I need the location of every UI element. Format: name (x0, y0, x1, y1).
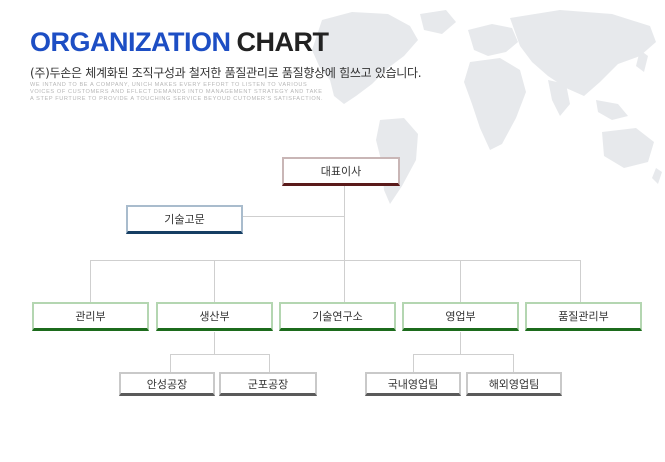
org-box-gunpo-plant[interactable]: 군포공장 (219, 372, 317, 396)
org-box-anseong-plant[interactable]: 안성공장 (119, 372, 215, 396)
title-chart: CHART (236, 27, 329, 57)
org-box-management-dept[interactable]: 관리부 (32, 302, 149, 331)
english-statement: WE INTAND TO BE A COMPANY, UNICH MAKES E… (30, 82, 323, 103)
english-line-3: A STEP FURTURE TO PROVIDE A TOUCHING SER… (30, 96, 324, 102)
org-box-ceo[interactable]: 대표이사 (282, 157, 400, 186)
org-box-rnd-center[interactable]: 기술연구소 (279, 302, 396, 331)
org-box-production-dept[interactable]: 생산부 (156, 302, 273, 331)
english-line-1: WE INTAND TO BE A COMPANY, UNICH MAKES E… (30, 82, 308, 88)
org-box-domestic-sales-team[interactable]: 국내영업팀 (365, 372, 461, 396)
company-description: (주)두손은 체계화된 조직구성과 철저한 품질관리로 품질향상에 힘쓰고 있습… (30, 66, 422, 80)
english-line-2: VOICES OF CUSTOMERS AND EFLECT DEMANDS I… (30, 89, 323, 95)
org-box-sales-dept[interactable]: 영업부 (402, 302, 519, 331)
page-title: ORGANIZATION CHART (30, 26, 329, 58)
org-box-technical-advisor[interactable]: 기술고문 (126, 205, 243, 234)
org-box-quality-dept[interactable]: 품질관리부 (525, 302, 642, 331)
org-box-overseas-sales-team[interactable]: 해외영업팀 (466, 372, 562, 396)
title-organization: ORGANIZATION (30, 27, 231, 57)
